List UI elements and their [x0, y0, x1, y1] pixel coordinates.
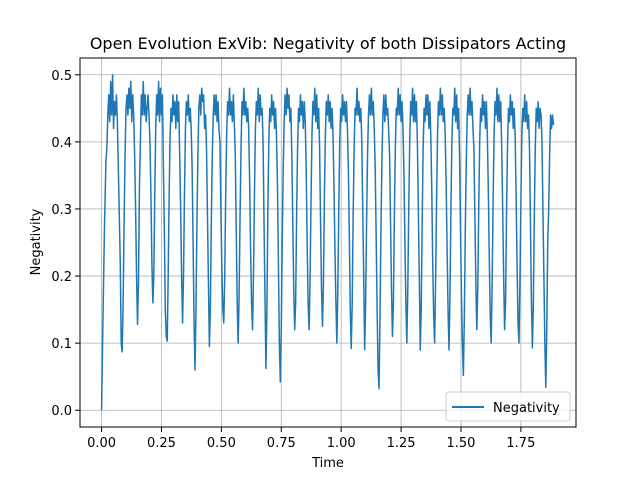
x-tick-label: 0.25: [147, 436, 176, 451]
x-tick-label: 1.75: [506, 436, 535, 451]
x-tick-label: 0.75: [267, 436, 296, 451]
series-line-negativity: [100, 74, 555, 411]
axis-ticks: 0.00 0.25 0.50 0.75 1.00 1.25 1.50 1.75 0.0 0.1 0.…: [51, 69, 535, 451]
y-tick-label: 0.1: [51, 337, 72, 352]
x-tick-label: 1.25: [387, 436, 416, 451]
x-tick-label: 1.50: [447, 436, 476, 451]
legend-box: [445, 391, 571, 422]
y-tick-label: 0.5: [51, 69, 72, 84]
y-tick-label: 0.4: [51, 136, 72, 151]
x-axis-label: Time: [311, 456, 344, 471]
y-tick-label: 0.2: [51, 270, 72, 285]
plot-area-frame: [79, 57, 577, 428]
y-tick-label: 0.0: [51, 404, 72, 419]
legend: Negativity: [445, 391, 571, 422]
series-layer: [100, 74, 555, 411]
y-tick-label: 0.3: [51, 203, 72, 218]
legend-label-negativity: Negativity: [493, 401, 560, 416]
chart-title: Open Evolution ExVib: Negativity of both…: [90, 34, 566, 53]
x-tick-label: 0.00: [87, 436, 116, 451]
x-tick-label: 1.00: [327, 436, 356, 451]
x-tick-label: 0.50: [207, 436, 236, 451]
y-axis-label: Negativity: [29, 208, 44, 275]
